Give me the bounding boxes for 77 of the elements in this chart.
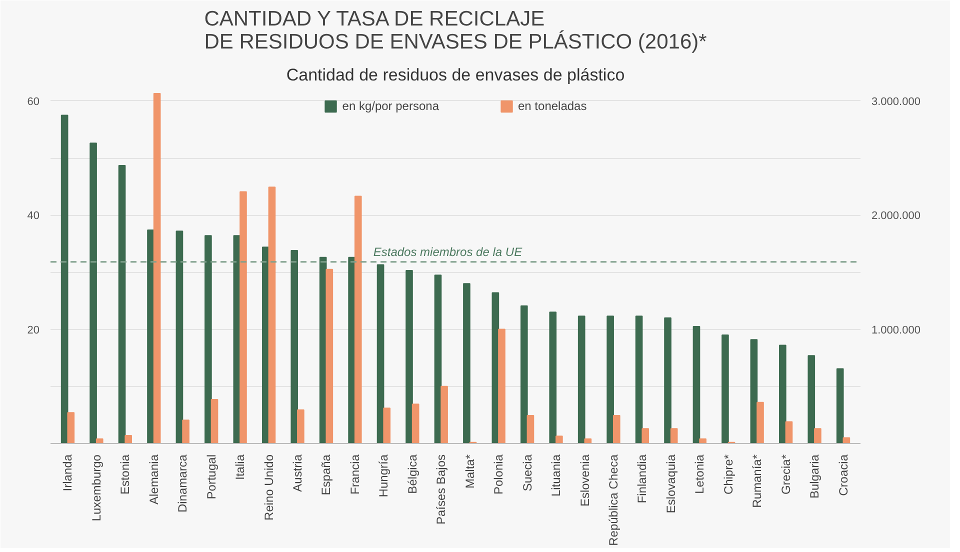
x-tick-label: Austria [290, 454, 305, 492]
x-tick-label: Dinamarca [176, 454, 190, 513]
bar [90, 142, 97, 444]
bar [520, 305, 528, 444]
bar [699, 438, 706, 444]
legend-label: en kg/por persona [342, 99, 439, 113]
chart-subtitle: Cantidad de residuos de envases de plástico [286, 66, 625, 84]
bar [67, 412, 75, 444]
x-tick-label: Rumanía* [750, 454, 764, 508]
bar [814, 428, 822, 444]
y2-tick-label: 2.000.000 [872, 210, 920, 222]
bar [383, 408, 391, 444]
x-tick-label: Bulgaria [808, 454, 822, 499]
bar [463, 283, 470, 444]
bar [808, 355, 816, 444]
y-tick-label: 20 [27, 324, 40, 336]
bar [578, 316, 586, 444]
bar [836, 368, 844, 444]
x-tick-label: Chipre* [721, 454, 736, 495]
bar [176, 230, 184, 444]
bar [785, 421, 793, 444]
bar [182, 420, 190, 444]
bar [118, 164, 126, 444]
y2-tick-label: 1.000.000 [872, 324, 920, 336]
x-tick-label: Países Bajos [434, 454, 448, 525]
bar [722, 334, 729, 444]
y-tick-label: 40 [27, 210, 40, 222]
x-tick-label: Irlanda [60, 454, 75, 492]
x-tick-label: Eslovaquia [664, 454, 678, 514]
bar [204, 235, 212, 444]
bar [406, 270, 413, 444]
x-tick-label: Lituania [549, 454, 564, 497]
x-tick-label: Eslovenia [578, 454, 592, 507]
x-tick-label: Polonia [492, 454, 506, 495]
y-tick-label: 60 [27, 96, 40, 108]
bar [779, 344, 786, 444]
bar [124, 435, 132, 444]
bar [526, 415, 534, 444]
bar [642, 428, 650, 444]
ref-line-label: Estados miembros de la UE [373, 244, 524, 259]
bar [412, 404, 420, 444]
bar [635, 316, 643, 444]
x-tick-label: Francia [348, 454, 362, 495]
x-tick-label: Letonia [692, 454, 707, 494]
bar [210, 399, 218, 444]
bar [434, 274, 442, 444]
bar [612, 415, 620, 444]
x-tick-label: España [319, 454, 334, 496]
bar [606, 316, 614, 444]
x-tick-label: Finlandia [635, 454, 650, 504]
x-tick-label: Alemania [146, 454, 161, 505]
bar [670, 428, 678, 444]
chart-title: CANTIDAD Y TASA DE RECICLAJE DE RESIDUOS DE ENVASES DE PLÁSTICO (2016)* [204, 8, 707, 54]
bar [692, 326, 700, 444]
bar [297, 409, 304, 444]
x-tick-label: República Checa [606, 454, 620, 546]
legend-label: en toneladas [518, 99, 587, 113]
x-tick-label: Portugal [204, 454, 218, 500]
bar [664, 317, 672, 444]
x-tick-label: Estonia [118, 454, 132, 495]
bar [96, 438, 104, 444]
bar [556, 436, 563, 444]
x-tick-label: Croacia [836, 454, 850, 496]
bar [549, 312, 557, 444]
bar [750, 339, 758, 444]
x-tick-label: Luxemburgo [89, 454, 104, 522]
bar [376, 264, 384, 444]
x-tick-label: Suecia [520, 454, 534, 492]
y2-tick-label: 3.000.000 [872, 96, 920, 108]
x-tick-label: Malta* [462, 454, 477, 489]
x-tick-label: Italia [233, 454, 248, 480]
x-tick-label: Bélgica [405, 454, 420, 494]
x-tick-label: Hungría [376, 454, 391, 498]
x-tick-label: Grecia* [778, 454, 793, 495]
x-tick-label: Reino Unido [262, 454, 276, 521]
bar [60, 114, 68, 444]
bar [290, 250, 298, 444]
